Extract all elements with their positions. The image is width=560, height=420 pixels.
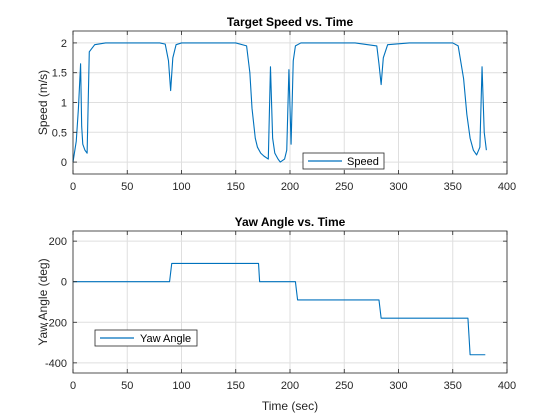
speed-chart-ticks: 0 50 100 150 200 250 300 350 400 0 0.5 1 1.5 2 bbox=[52, 31, 516, 193]
speed-x-tick-label: 200 bbox=[281, 181, 299, 193]
speed-legend-label: Speed bbox=[347, 156, 379, 168]
yaw-chart-ticks: 0 50 100 150 200 250 300 350 400 -400 -200 0 200 bbox=[45, 231, 516, 392]
yaw-x-tick-label: 350 bbox=[444, 380, 462, 392]
speed-chart-legend: Speed bbox=[302, 152, 385, 170]
yaw-chart-y-axis-label: Yaw Angle (deg) bbox=[36, 258, 50, 345]
yaw-x-tick-label: 400 bbox=[498, 380, 516, 392]
speed-y-tick-label: 2 bbox=[61, 38, 67, 50]
yaw-series-line bbox=[73, 262, 486, 356]
yaw-chart-series bbox=[73, 262, 486, 356]
yaw-y-tick-label: -200 bbox=[45, 317, 67, 329]
speed-x-tick-label: 250 bbox=[335, 181, 353, 193]
speed-chart-title: Target Speed vs. Time bbox=[227, 15, 354, 29]
speed-x-tick-label: 300 bbox=[389, 181, 407, 193]
yaw-y-tick-label: 0 bbox=[61, 277, 67, 289]
speed-chart-series bbox=[72, 42, 487, 163]
yaw-x-tick-label: 0 bbox=[70, 380, 76, 392]
yaw-x-tick-label: 300 bbox=[389, 380, 407, 392]
yaw-chart-x-axis-label: Time (sec) bbox=[262, 399, 318, 413]
yaw-y-tick-label: 200 bbox=[49, 236, 67, 248]
speed-x-tick-label: 150 bbox=[227, 181, 245, 193]
yaw-chart: Yaw Angle vs. Time 0 50 100 150 200 250 300 350… bbox=[36, 215, 516, 413]
yaw-legend-label: Yaw Angle bbox=[140, 333, 191, 345]
yaw-chart-title: Yaw Angle vs. Time bbox=[235, 215, 346, 229]
yaw-chart-legend: Yaw Angle bbox=[94, 329, 198, 347]
speed-y-tick-label: 0 bbox=[61, 157, 67, 169]
speed-chart-y-axis-label: Speed (m/s) bbox=[36, 70, 50, 135]
speed-series-line bbox=[72, 42, 487, 163]
speed-x-tick-label: 0 bbox=[70, 181, 76, 193]
speed-chart: Target Speed vs. Time 0 50 100 150 200 250 300… bbox=[36, 15, 516, 193]
yaw-legend-box bbox=[94, 329, 198, 347]
speed-y-tick-label: 1.5 bbox=[52, 68, 67, 80]
yaw-x-tick-label: 150 bbox=[227, 380, 245, 392]
speed-x-tick-label: 50 bbox=[121, 181, 133, 193]
speed-legend-box bbox=[302, 152, 385, 170]
speed-y-tick-label: 0.5 bbox=[52, 127, 67, 139]
yaw-x-tick-label: 200 bbox=[281, 380, 299, 392]
yaw-x-tick-label: 100 bbox=[172, 380, 190, 392]
speed-x-tick-label: 350 bbox=[444, 181, 462, 193]
yaw-x-tick-label: 250 bbox=[335, 380, 353, 392]
yaw-x-tick-label: 50 bbox=[121, 380, 133, 392]
yaw-y-tick-label: -400 bbox=[45, 358, 67, 370]
speed-x-tick-label: 100 bbox=[172, 181, 190, 193]
speed-x-tick-label: 400 bbox=[498, 181, 516, 193]
speed-y-tick-label: 1 bbox=[61, 98, 67, 110]
